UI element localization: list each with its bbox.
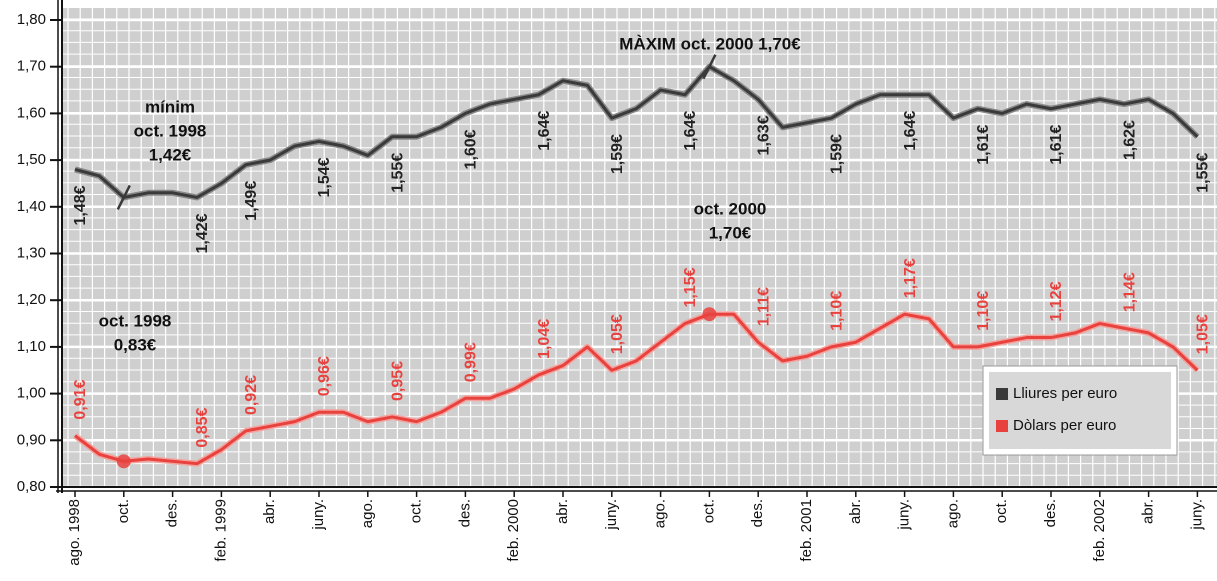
x-tick-label: ago. 1998 bbox=[66, 499, 83, 566]
extreme-marker bbox=[702, 307, 717, 322]
x-tick-label: oct. bbox=[700, 499, 717, 523]
y-tick-label: 1,20 bbox=[17, 291, 46, 308]
y-tick-label: 1,50 bbox=[17, 151, 46, 168]
y-tick-label: 1,30 bbox=[17, 244, 46, 261]
legend-label: Lliures per euro bbox=[1013, 385, 1117, 402]
x-tick-label: juny. bbox=[603, 499, 620, 531]
extreme-marker bbox=[116, 184, 131, 211]
x-tick-label: feb. 2000 bbox=[505, 499, 522, 562]
annotation: oct. 2000 bbox=[694, 199, 767, 218]
value-label: 1,48€ bbox=[72, 185, 89, 225]
value-label: 0,99€ bbox=[463, 342, 480, 382]
x-tick-label: oct. bbox=[408, 499, 425, 523]
y-tick-label: 1,60 bbox=[17, 104, 46, 121]
legend-label: Dòlars per euro bbox=[1013, 417, 1116, 434]
value-label: 1,61€ bbox=[975, 125, 992, 165]
annotation: 0,83€ bbox=[114, 335, 157, 354]
x-tick-label: ago. bbox=[359, 499, 376, 528]
value-label: 1,10€ bbox=[829, 291, 846, 331]
x-tick-label: juny. bbox=[896, 499, 913, 531]
x-tick-label: des. bbox=[164, 499, 181, 527]
y-tick-label: 1,70 bbox=[17, 58, 46, 75]
value-label: 1,14€ bbox=[1121, 272, 1138, 312]
value-label: 1,15€ bbox=[682, 267, 699, 307]
y-tick-label: 0,80 bbox=[17, 478, 46, 495]
x-tick-label: juny. bbox=[1188, 499, 1205, 531]
series-line bbox=[74, 312, 1199, 466]
x-tick-label: des. bbox=[456, 499, 473, 527]
value-label: 1,55€ bbox=[389, 153, 406, 193]
value-label: 1,59€ bbox=[829, 134, 846, 174]
x-tick-label: feb. 2002 bbox=[1091, 499, 1108, 562]
value-label: 1,04€ bbox=[536, 319, 553, 359]
value-label: 1,61€ bbox=[1048, 125, 1065, 165]
x-tick-label: ago. bbox=[652, 499, 669, 528]
value-label: 1,17€ bbox=[902, 258, 919, 298]
annotation: oct. 1998 bbox=[134, 121, 207, 140]
y-tick-label: 1,40 bbox=[17, 198, 46, 215]
x-tick-label: feb. 2001 bbox=[798, 499, 815, 562]
value-label: 1,64€ bbox=[902, 111, 919, 151]
x-tick-label: feb. 1999 bbox=[212, 499, 229, 562]
series-line bbox=[74, 65, 1199, 199]
value-label: 1,05€ bbox=[1195, 314, 1212, 354]
value-label: 1,11€ bbox=[755, 287, 772, 326]
value-label: 1,10€ bbox=[975, 291, 992, 331]
x-tick-label: abr. bbox=[847, 499, 864, 524]
x-tick-label: abr. bbox=[261, 499, 278, 524]
legend-swatch bbox=[996, 388, 1008, 400]
x-tick-label: ago. bbox=[944, 499, 961, 528]
extreme-marker bbox=[702, 54, 717, 80]
annotation: 1,70€ bbox=[709, 223, 752, 242]
value-label: 0,95€ bbox=[389, 361, 406, 401]
x-tick-label: oct. bbox=[993, 499, 1010, 523]
value-label: 1,64€ bbox=[536, 111, 553, 151]
value-label: 1,62€ bbox=[1121, 120, 1138, 160]
value-label: 0,91€ bbox=[72, 379, 89, 419]
value-label: 1,12€ bbox=[1048, 281, 1065, 321]
value-label: 0,85€ bbox=[194, 408, 211, 448]
value-label: 1,60€ bbox=[463, 129, 480, 169]
value-label: 1,49€ bbox=[243, 181, 260, 221]
value-label: 1,05€ bbox=[609, 314, 626, 354]
x-tick-label: abr. bbox=[554, 499, 571, 524]
value-label: 1,42€ bbox=[194, 213, 211, 253]
x-tick-label: juny. bbox=[310, 499, 327, 531]
value-label: 1,55€ bbox=[1195, 153, 1212, 193]
annotation: 1,42€ bbox=[149, 145, 192, 164]
x-tick-label: des. bbox=[749, 499, 766, 527]
legend-swatch bbox=[996, 420, 1008, 432]
value-label: 0,96€ bbox=[316, 356, 333, 396]
value-label: 1,59€ bbox=[609, 134, 626, 174]
value-label: 0,92€ bbox=[243, 375, 260, 415]
legend-box-inner bbox=[987, 370, 1173, 451]
y-tick-label: 0,90 bbox=[17, 431, 46, 448]
annotation: mínim bbox=[145, 97, 195, 116]
value-label: 1,64€ bbox=[682, 111, 699, 151]
extreme-marker bbox=[116, 454, 131, 469]
value-label: 1,54€ bbox=[316, 157, 333, 197]
x-tick-label: des. bbox=[1042, 499, 1059, 527]
value-label: 1,63€ bbox=[755, 115, 772, 155]
annotation: oct. 1998 bbox=[99, 311, 172, 330]
y-tick-label: 1,80 bbox=[17, 11, 46, 28]
x-tick-label: abr. bbox=[1140, 499, 1157, 524]
y-tick-label: 1,10 bbox=[17, 338, 46, 355]
y-tick-label: 1,00 bbox=[17, 385, 46, 402]
x-tick-label: oct. bbox=[115, 499, 132, 523]
annotation: MÀXIM oct. 2000 1,70€ bbox=[619, 34, 801, 53]
